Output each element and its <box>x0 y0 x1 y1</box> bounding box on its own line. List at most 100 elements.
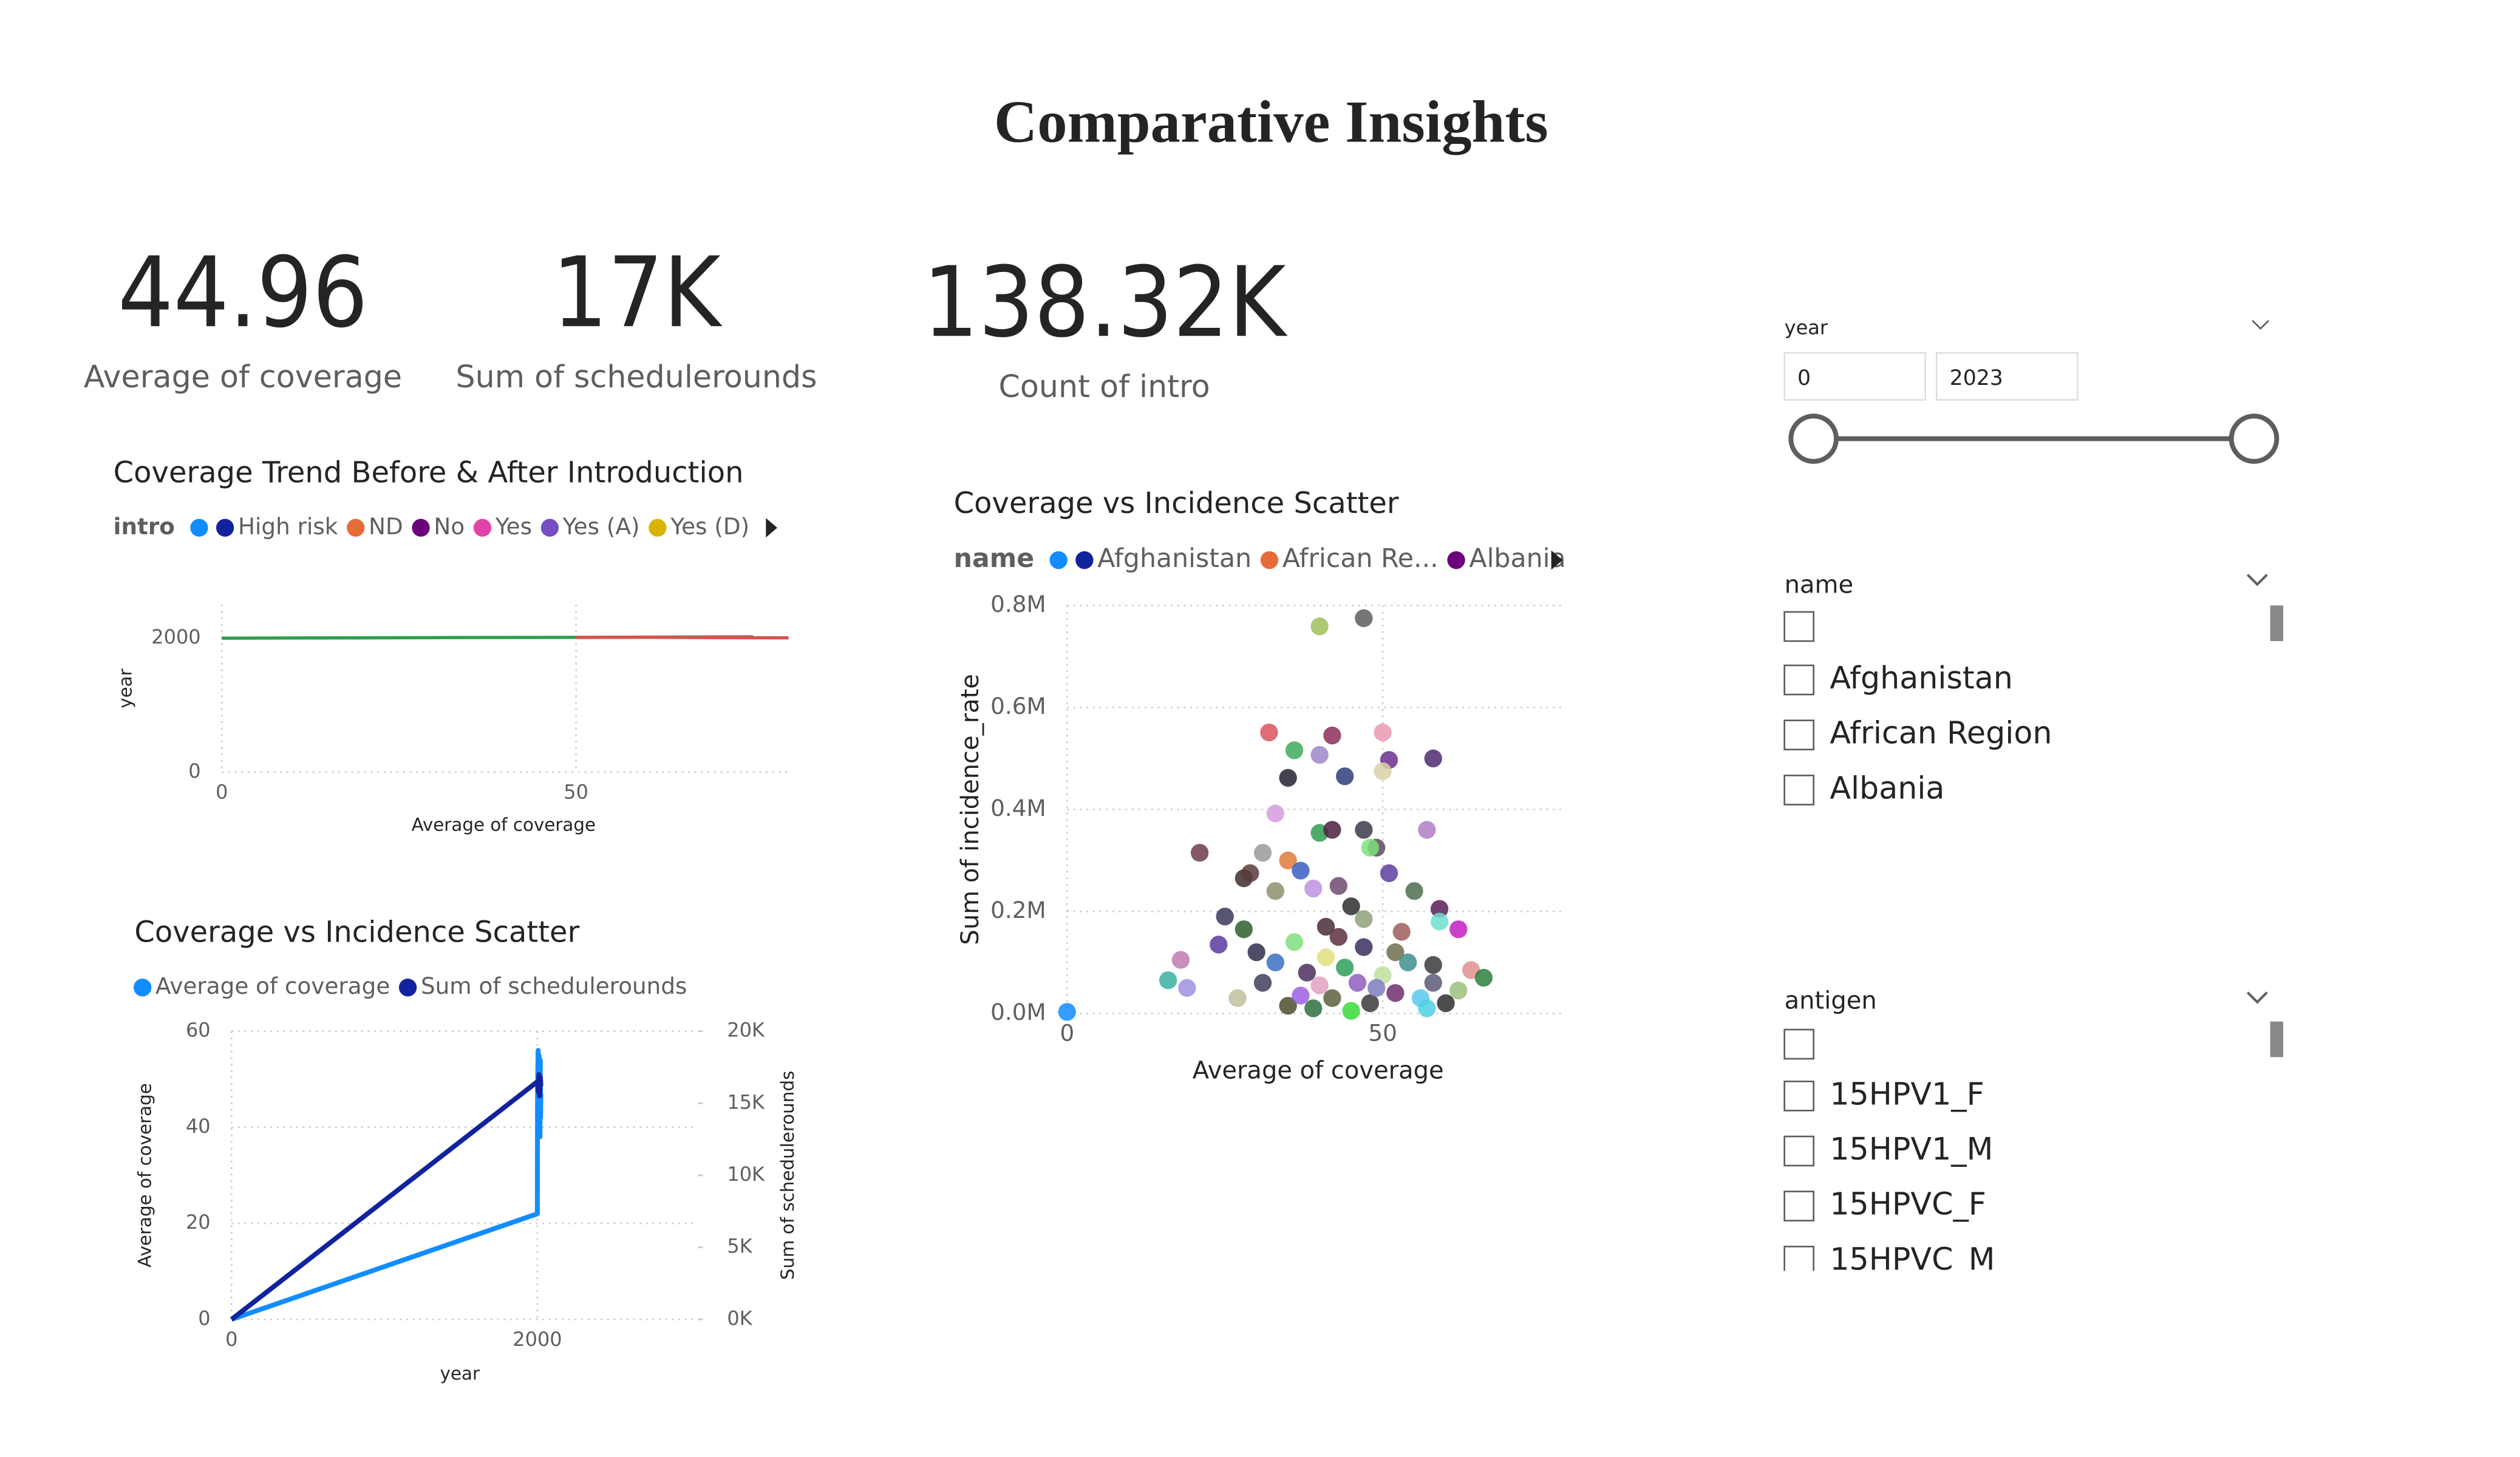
legend-marker <box>412 518 430 537</box>
y2-tick-label: 0K <box>727 1306 752 1330</box>
scatter-point <box>1361 838 1379 857</box>
y2-tick-label: 15K <box>727 1090 765 1113</box>
x-tick-label: 50 <box>564 781 588 804</box>
range-input[interactable] <box>1935 352 2079 401</box>
legend-arrow[interactable] <box>766 518 777 538</box>
chevron[interactable] <box>2246 574 2268 586</box>
scatter-point <box>1292 861 1310 880</box>
scatter-point <box>1430 912 1449 931</box>
y-tick-label: 0.0M <box>990 999 1046 1025</box>
checkbox[interactable] <box>1783 611 1814 642</box>
card-label: Count of intro <box>999 368 1210 404</box>
scatter-point <box>1216 908 1234 926</box>
checkbox[interactable] <box>1783 1190 1814 1221</box>
scatter-point <box>1424 974 1442 992</box>
y-tick-label: 40 <box>186 1115 211 1138</box>
scatter-point <box>1241 864 1259 882</box>
scatter-point <box>1234 920 1253 939</box>
scatter-point <box>1355 910 1373 928</box>
checkbox[interactable] <box>1783 1135 1814 1167</box>
scatter-point <box>1355 938 1373 956</box>
chevron[interactable] <box>2252 320 2269 330</box>
scatter-point <box>1323 821 1341 839</box>
x-axis-label: year <box>440 1364 480 1384</box>
scatter-point <box>1380 864 1398 882</box>
scatter-point <box>1228 989 1247 1007</box>
scatter-point <box>1316 948 1335 966</box>
scatter-point <box>1279 997 1297 1015</box>
x-tick-label: 50 <box>1368 1020 1397 1047</box>
y2-tick-label: 20K <box>727 1019 765 1042</box>
scatter-point <box>1386 984 1405 1002</box>
scatter-point <box>1266 882 1285 900</box>
range-from: 0 <box>1797 366 1811 390</box>
checkbox[interactable] <box>1783 775 1814 806</box>
scatter-point <box>1159 971 1177 990</box>
scrollbar[interactable] <box>2270 605 2283 641</box>
y2-tick-label: 10K <box>727 1163 765 1186</box>
slicer-item: African Region <box>1830 715 2052 751</box>
slicer-item: 15HPVC_M <box>1830 1241 1995 1277</box>
scatter-point <box>1336 959 1354 977</box>
scrollbar[interactable] <box>2270 1021 2283 1058</box>
slicer-list: Afghanistan African Region Albania <box>1783 611 2052 806</box>
x-axis-label: Average of coverage <box>412 815 596 835</box>
x-axis-label: Average of coverage <box>1193 1056 1444 1084</box>
legend-label: Yes (A) <box>562 513 640 540</box>
scatter-point <box>1418 999 1436 1017</box>
checkbox[interactable] <box>1783 719 1814 750</box>
page-title: Comparative Insights <box>994 89 1548 155</box>
checkbox[interactable] <box>1783 1081 1814 1112</box>
scatter-point <box>1260 723 1278 742</box>
checkbox[interactable] <box>1783 1246 1814 1275</box>
scatter-point <box>1304 879 1323 898</box>
card-value: 138.32K <box>923 245 1289 359</box>
y2-tick-label: 5K <box>727 1235 752 1258</box>
legend-marker <box>216 518 234 537</box>
legend-label: Average of coverage <box>155 973 390 999</box>
y-tick-label: 60 <box>186 1019 211 1042</box>
card-label: Average of coverage <box>84 359 402 395</box>
y-tick-label: 0.8M <box>990 591 1046 617</box>
scatter-point <box>1279 769 1297 787</box>
scatter-point <box>1398 953 1417 971</box>
scatter-point <box>1355 821 1373 839</box>
scatter-point <box>1266 804 1285 823</box>
scatter-point <box>1210 936 1228 954</box>
y-axis-label: year <box>115 668 136 708</box>
x-tick-label: 0 <box>225 1328 237 1351</box>
legend-marker <box>649 518 667 537</box>
legend-marker <box>473 518 492 537</box>
chevron[interactable] <box>2246 991 2268 1004</box>
legend-marker <box>540 518 559 537</box>
legend-arrow[interactable] <box>1551 550 1563 570</box>
scatter-point <box>1304 999 1323 1017</box>
slicer-title: year <box>1785 316 1828 339</box>
card-value: 17K <box>552 236 723 349</box>
checkbox[interactable] <box>1783 1028 1814 1060</box>
scatter-point <box>1348 974 1367 992</box>
scatter-point <box>1336 767 1354 786</box>
scatter-point <box>1310 617 1329 636</box>
scatter-point <box>1178 979 1196 997</box>
slider-handle[interactable] <box>1788 413 1839 464</box>
scatter-point <box>1285 741 1304 759</box>
range-input[interactable] <box>1783 352 1926 401</box>
scatter-point <box>1424 749 1442 767</box>
scatter-point <box>1292 987 1310 1005</box>
card-label: Sum of schedulerounds <box>455 359 817 395</box>
checkbox[interactable] <box>1783 664 1814 696</box>
slider-handle[interactable] <box>2229 413 2280 464</box>
scatter-point <box>1323 726 1341 745</box>
legend-title: name <box>954 543 1035 574</box>
scatter-point <box>1279 851 1297 869</box>
legend-marker <box>347 518 365 537</box>
x-tick-label: 0 <box>216 781 228 804</box>
legend-label: No <box>434 513 465 540</box>
scatter-point <box>1266 953 1285 971</box>
scatter-point <box>1361 994 1379 1013</box>
slicer-title: name <box>1785 571 1853 599</box>
chart-title: Coverage vs Incidence Scatter <box>954 486 1399 520</box>
scatter-point <box>1449 920 1468 939</box>
